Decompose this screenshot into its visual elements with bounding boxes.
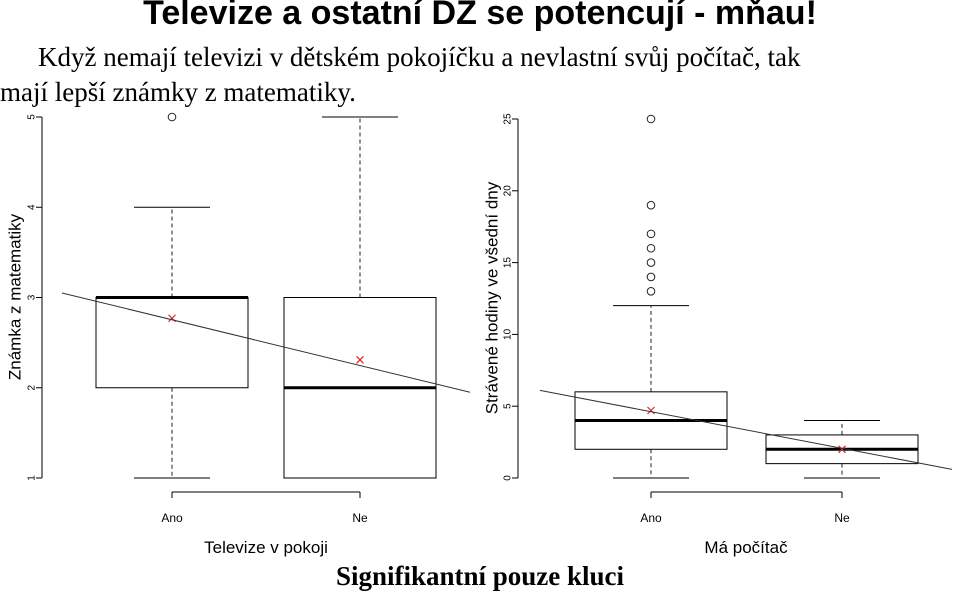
tv-outlier-point xyxy=(167,112,177,122)
pc-outlier-point xyxy=(646,114,656,124)
pc-y-tick-label: 5 xyxy=(503,403,514,409)
tv-y-tick-label: 1 xyxy=(27,475,38,481)
subtitle-line-1: Když nemají televizi v dětském pokojíčku… xyxy=(38,42,801,72)
pc-y-tick-label: 25 xyxy=(503,113,514,125)
pc-outlier-point xyxy=(646,200,656,210)
pc-x-tick-label: Ano xyxy=(640,511,662,525)
pc-x-axis-label: Má počítač xyxy=(704,538,788,557)
pc-trend-line xyxy=(539,389,953,470)
pc-mean-marker xyxy=(838,445,846,454)
pc-y-tick-label: 20 xyxy=(503,185,514,197)
pc-outlier-point xyxy=(646,272,656,282)
footer-note: Signifikantní pouze kluci xyxy=(335,561,625,591)
page-title: Televize a ostatní DZ se potencují - mňa… xyxy=(143,0,817,32)
pc-x-tick-label: Ne xyxy=(834,511,850,525)
tv-mean-marker xyxy=(356,355,364,364)
pc-outlier-point xyxy=(646,243,656,253)
tv-y-tick-label: 2 xyxy=(27,385,38,391)
tv-x-tick-label: Ano xyxy=(161,511,183,525)
pc-outlier-point xyxy=(646,287,656,296)
pc-y-tick-label: 0 xyxy=(503,475,514,481)
pc-outlier-point xyxy=(646,258,656,267)
tv-y-tick-label: 4 xyxy=(27,204,38,210)
tv-y-tick-label: 5 xyxy=(27,114,38,120)
pc-y-tick-label: 15 xyxy=(503,257,514,269)
pc-y-tick-label: 10 xyxy=(503,328,514,340)
subtitle-line-2: mají lepší známky z matematiky. xyxy=(0,77,356,107)
tv-y-axis-label: Známka z matematiky xyxy=(5,213,24,380)
tv-box xyxy=(95,297,249,389)
tv-trend-line xyxy=(61,292,471,393)
pc-outlier-point xyxy=(646,229,656,239)
tv-x-axis-label: Televize v pokoji xyxy=(204,538,328,557)
subtitle: Když nemají televizi v dětském pokojíčku… xyxy=(0,40,960,110)
tv-x-tick-label: Ne xyxy=(352,511,368,525)
pc-y-axis-label: Strávené hodiny ve všední dny xyxy=(482,181,501,414)
pc-mean-marker xyxy=(647,406,655,415)
tv-y-tick-label: 3 xyxy=(27,294,38,300)
